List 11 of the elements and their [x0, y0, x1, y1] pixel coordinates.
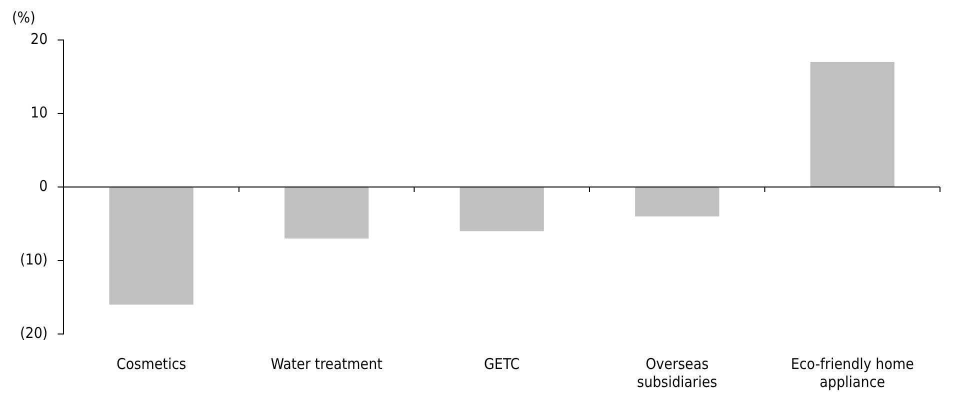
y-axis-title: (%)	[12, 8, 36, 26]
x-tick-label: Water treatment	[270, 354, 382, 373]
y-tick-label: 0	[39, 176, 48, 195]
y-tick-label: (10)	[20, 250, 48, 268]
y-tick-label: (20)	[20, 324, 48, 342]
y-tick-label: 20	[30, 30, 48, 48]
x-tick-label: Overseas subsidiaries	[637, 354, 718, 391]
y-tick-label: 10	[30, 103, 48, 122]
x-tick-label: Eco-friendly home appliance	[790, 354, 914, 391]
x-tick-label: Cosmetics	[116, 354, 186, 373]
x-tick-label: GETC	[484, 354, 520, 373]
